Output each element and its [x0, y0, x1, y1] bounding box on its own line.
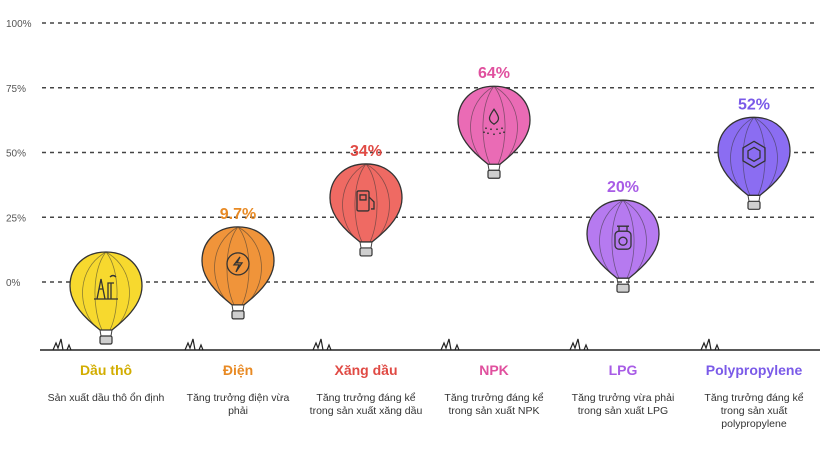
category-name: Xăng dầu: [334, 362, 398, 378]
grass-tuft: [700, 338, 720, 351]
grid-lines: 100% 75% 50% 25% 0%: [6, 19, 818, 289]
category-3: NPK Tăng trưởng đáng kể trong sản xuất NP…: [434, 362, 554, 418]
category-0: Dầu thô Sản xuất dầu thô ổn định: [46, 362, 166, 405]
grass-tuft: [312, 338, 332, 351]
balloon-gores: [599, 199, 647, 279]
balloon-ropes: [99, 329, 113, 337]
balloon-ropes: [231, 304, 245, 311]
balloon-2: [329, 163, 403, 257]
category-description: Sản xuất dầu thô ổn định: [47, 392, 165, 404]
balloon-basket: [616, 283, 630, 293]
value-label: 34%: [350, 143, 382, 160]
category-name: NPK: [479, 362, 509, 378]
category-name: LPG: [608, 362, 638, 378]
ground-line: [40, 338, 820, 351]
grass-tuft: [52, 338, 72, 351]
grass-tuft: [184, 338, 204, 351]
balloon-envelope: [586, 199, 660, 279]
balloon-basket: [359, 247, 373, 257]
balloon-ropes: [616, 278, 630, 285]
y-tick-label: 25%: [6, 213, 26, 224]
balloon-basket: [487, 169, 501, 179]
grass-tuft: [440, 338, 460, 351]
gas-cylinder-icon: [614, 225, 632, 250]
balloon-3: [457, 85, 531, 179]
balloon-ropes: [359, 241, 373, 249]
category-1: Điện Tăng trưởng điện vừa phải: [178, 362, 298, 418]
balloon-gores: [82, 251, 130, 331]
category-name: Polypropylene: [705, 362, 803, 378]
balloon-gores: [470, 85, 518, 165]
value-label: 9.7%: [220, 206, 256, 223]
balloon-5: [717, 116, 791, 210]
balloon-4: [586, 199, 660, 293]
category-description: Tăng trưởng điện vừa phải: [186, 392, 290, 417]
y-tick-label: 75%: [6, 84, 26, 95]
y-tick-label: 100%: [6, 19, 32, 30]
balloon-ropes: [747, 195, 761, 202]
balloon-1: [201, 226, 275, 320]
grass-tuft: [569, 338, 589, 351]
balloon-envelope: [457, 85, 531, 165]
value-label: 64%: [478, 65, 510, 82]
category-description: Tăng trưởng đáng kể trong sản xuất xăng …: [309, 392, 423, 417]
category-name: Dầu thô: [79, 362, 133, 378]
category-description: Tăng trưởng vừa phải trong sản xuất LPG: [571, 392, 675, 417]
balloon-ropes: [487, 164, 501, 171]
balloon-envelope: [717, 116, 791, 196]
value-label: 52%: [738, 96, 770, 113]
balloons: 9.7% 34% 64% 20% 52%: [69, 65, 791, 345]
balloon-envelope: [69, 251, 143, 331]
category-description: Tăng trưởng đáng kể trong sản xuất polyp…: [704, 392, 804, 430]
category-4: LPG Tăng trưởng vừa phải trong sản xuất L…: [563, 362, 683, 418]
category-name: Điện: [222, 362, 254, 378]
droplet-spray-icon: [483, 108, 505, 136]
balloon-basket: [99, 335, 113, 345]
fuel-pump-icon: [356, 190, 375, 212]
balloon-0: [69, 251, 143, 345]
category-2: Xăng dầu Tăng trưởng đáng kể trong sản xu…: [306, 362, 426, 418]
balloon-gores: [342, 163, 390, 243]
balloon-basket: [747, 200, 761, 210]
y-tick-label: 0%: [6, 278, 21, 289]
category-description: Tăng trưởng đáng kể trong sản xuất NPK: [444, 392, 544, 417]
category-5: Polypropylene Tăng trưởng đáng kể trong s…: [694, 362, 814, 431]
lightning-cycle-icon: [226, 252, 250, 276]
oil-rig-icon: [94, 274, 118, 300]
value-label: 20%: [607, 179, 639, 196]
balloon-envelope: [329, 163, 403, 243]
balloon-basket: [231, 310, 245, 320]
y-tick-label: 50%: [6, 149, 26, 160]
hexagon-molecule-icon: [742, 140, 766, 169]
